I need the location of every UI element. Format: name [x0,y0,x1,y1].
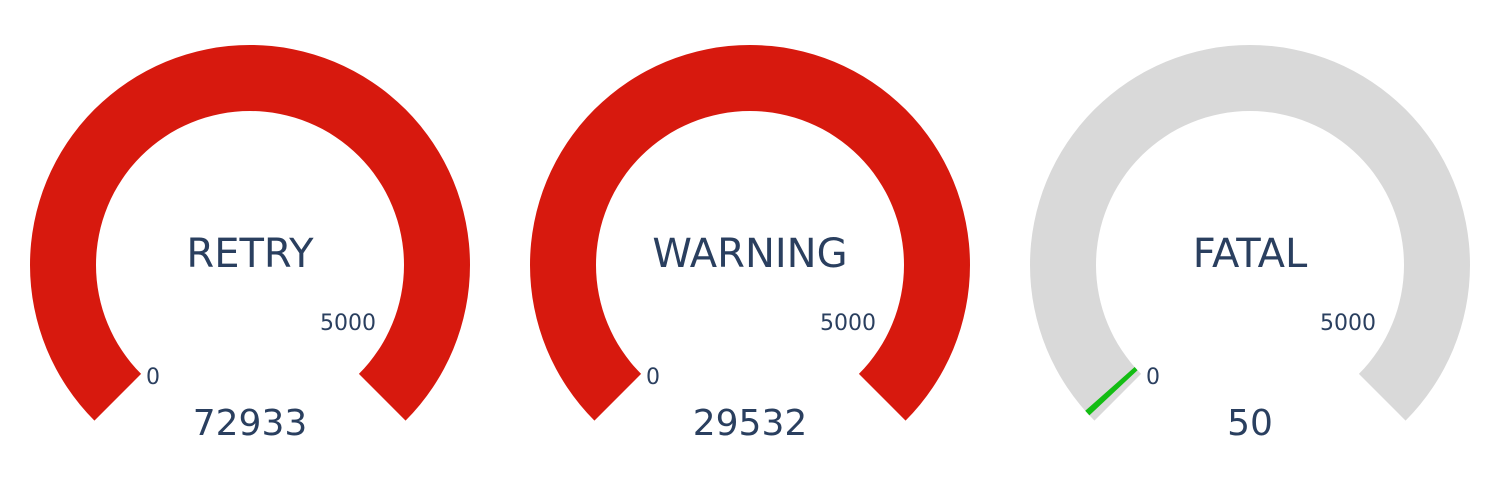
gauge-value: 72933 [193,403,308,444]
gauge-min-label: 0 [1146,365,1160,390]
gauge-title: FATAL [1193,231,1308,277]
gauge-arc-track [530,45,970,421]
gauge-value: 50 [1227,403,1273,444]
gauge-arc-track [30,45,471,421]
gauge-min-label: 0 [146,365,160,390]
gauge-warning-svg: WARNING 0 5000 29532 [530,45,970,444]
gauge-fatal-svg: FATAL 0 5000 50 [1030,45,1470,444]
gauge-retry-svg: RETRY 0 5000 72933 [30,45,471,444]
gauge-arc-fill [1085,367,1138,416]
gauge-warning: WARNING 0 5000 29532 [500,0,1000,500]
gauge-max-label: 5000 [820,311,876,336]
gauge-min-label: 0 [646,365,660,390]
gauge-fatal: FATAL 0 5000 50 [1000,0,1500,500]
gauge-value: 29532 [693,403,808,444]
gauge-title: RETRY [186,231,314,277]
gauge-title: WARNING [652,231,847,277]
gauge-max-label: 5000 [1320,311,1376,336]
gauge-retry: RETRY 0 5000 72933 [0,0,500,500]
gauge-max-label: 5000 [320,311,376,336]
gauge-arc-track [1030,45,1470,421]
